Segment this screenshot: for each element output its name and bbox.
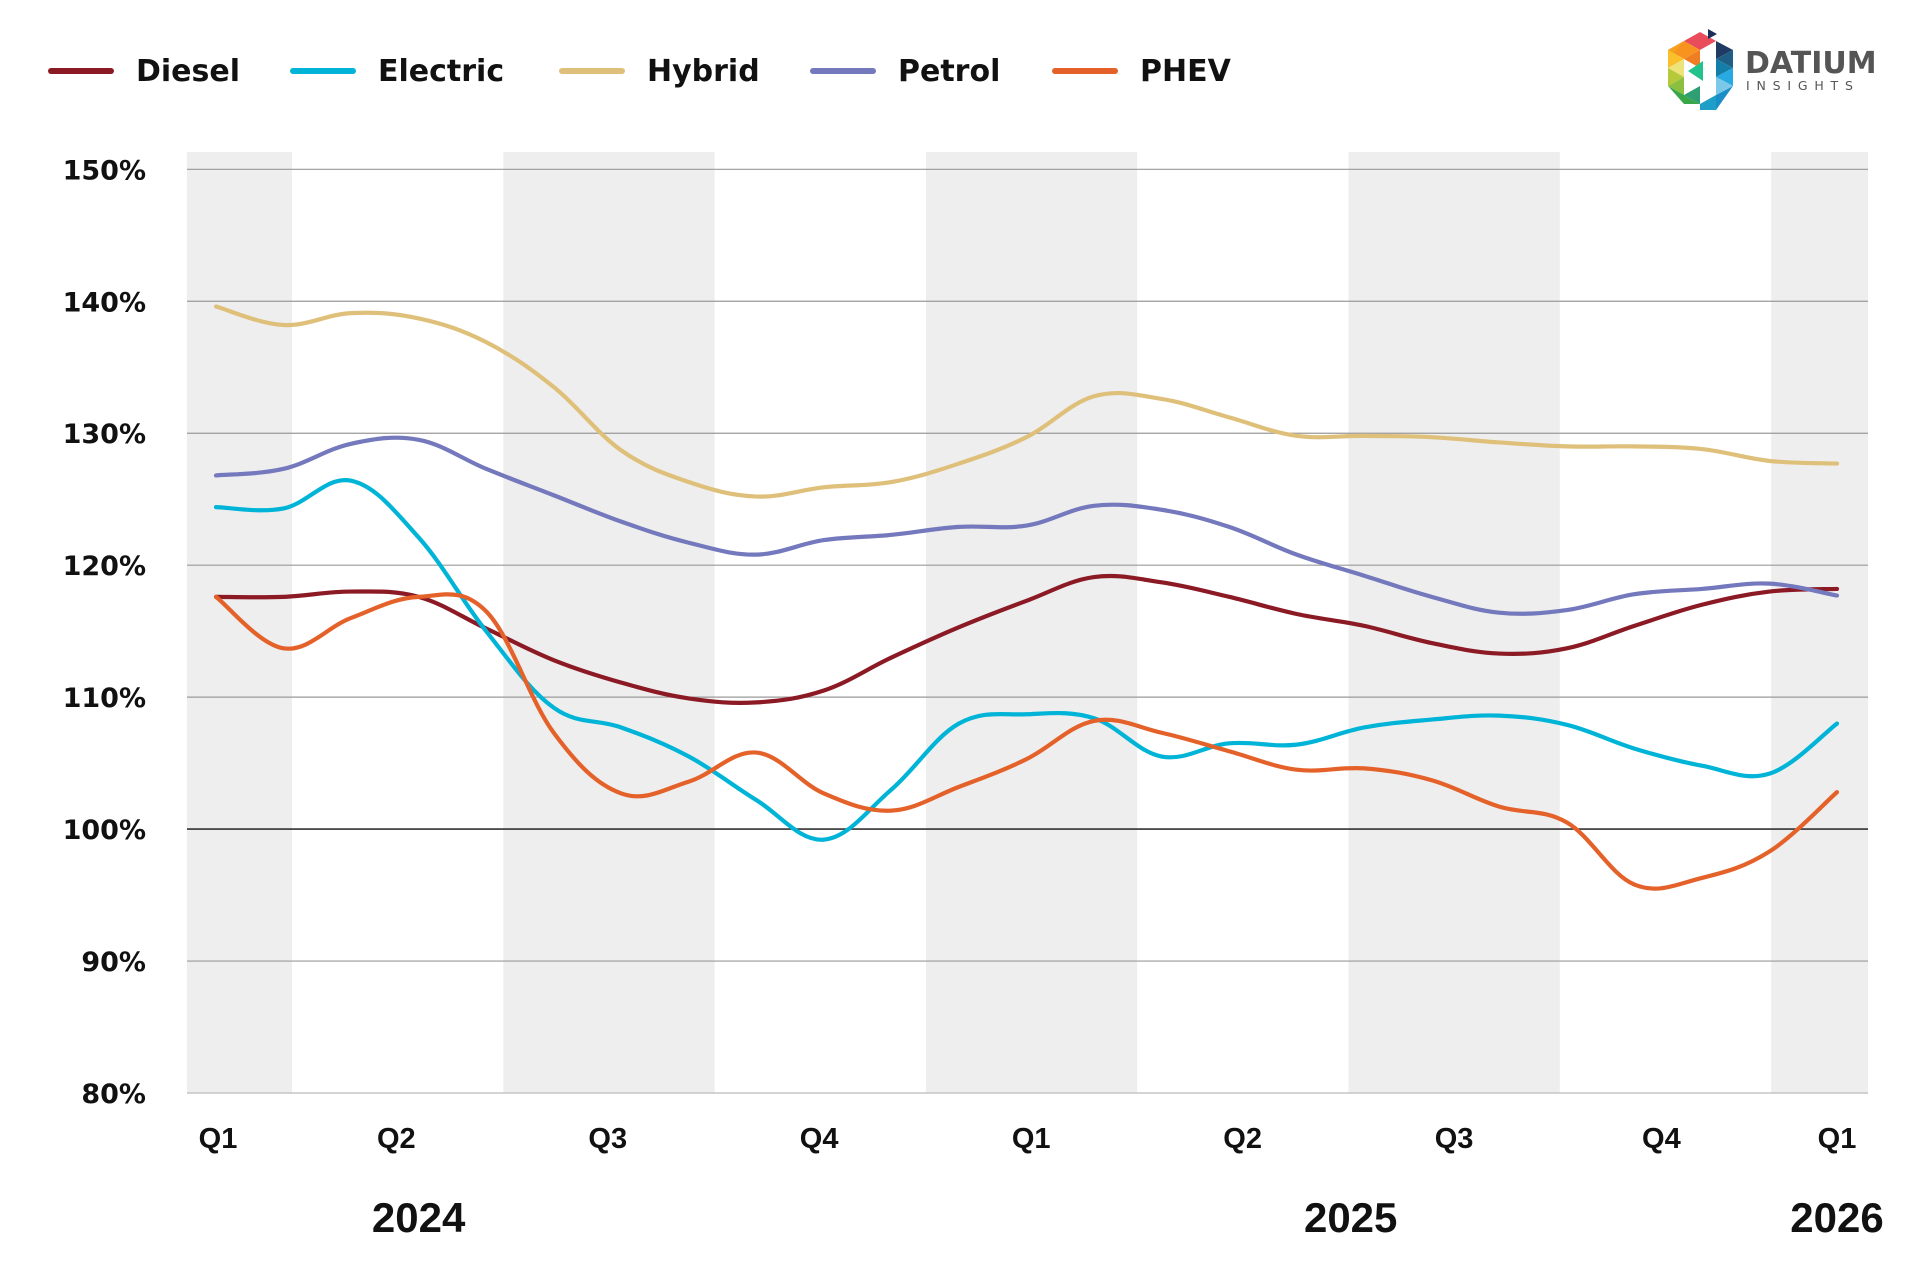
y-tick-label: 80% — [81, 1079, 146, 1110]
logo-subtitle: INSIGHTS — [1746, 78, 1860, 93]
legend: Diesel Electric Hybrid Petrol PHEV — [48, 54, 1232, 89]
x-tick-label: Q4 — [800, 1123, 839, 1155]
y-tick-label: 140% — [63, 287, 146, 318]
series-lines — [213, 304, 1840, 891]
logo-wordmark: DATIUM — [1745, 46, 1877, 81]
quarter-band — [1348, 152, 1560, 1093]
x-axis-ticks: Q1 Q2 Q3 Q4 Q1 Q2 Q3 Q4 Q1 — [199, 1123, 1857, 1155]
legend-label: Diesel — [136, 54, 240, 89]
legend-label: Petrol — [898, 54, 1000, 89]
x-tick-label: Q4 — [1642, 1123, 1681, 1155]
legend-label: Electric — [378, 54, 504, 89]
year-label: 2024 — [372, 1194, 466, 1241]
x-tick-label: Q1 — [1012, 1123, 1051, 1155]
x-tick-label: Q3 — [1435, 1123, 1474, 1155]
gridlines — [187, 168, 1868, 1094]
series-line-phev — [213, 592, 1840, 891]
y-tick-label: 110% — [63, 683, 146, 714]
quarter-bands — [187, 152, 1868, 1093]
x-tick-label: Q1 — [1818, 1123, 1857, 1155]
legend-item-hybrid: Hybrid — [559, 54, 760, 89]
x-tick-label: Q1 — [199, 1123, 238, 1155]
legend-item-electric: Electric — [290, 54, 504, 89]
y-tick-label: 100% — [63, 815, 146, 846]
quarter-band — [925, 152, 1138, 1093]
x-tick-label: Q3 — [588, 1123, 627, 1155]
datium-logo: DATIUM INSIGHTS — [1668, 29, 1877, 110]
y-axis-ticks: 80% 90% 100% 110% 120% 130% 140% 150% — [63, 155, 146, 1110]
x-tick-label: Q2 — [377, 1123, 416, 1155]
quarter-band — [187, 152, 292, 1093]
legend-label: PHEV — [1140, 54, 1232, 89]
x-tick-label: Q2 — [1223, 1123, 1262, 1155]
year-label: 2025 — [1304, 1194, 1397, 1241]
y-tick-label: 130% — [63, 419, 146, 450]
series-line-electric — [213, 478, 1840, 842]
year-label: 2026 — [1790, 1194, 1883, 1241]
series-line-hybrid — [213, 304, 1840, 499]
logo-hexagon-icon — [1668, 29, 1733, 110]
y-tick-label: 90% — [81, 947, 146, 978]
quarter-band — [1771, 152, 1868, 1093]
y-tick-label: 150% — [63, 155, 146, 186]
legend-label: Hybrid — [647, 54, 760, 89]
legend-item-diesel: Diesel — [48, 54, 240, 89]
legend-item-phev: PHEV — [1052, 54, 1232, 89]
quarter-band — [503, 152, 715, 1093]
y-tick-label: 120% — [63, 551, 146, 582]
legend-item-petrol: Petrol — [810, 54, 1000, 89]
year-labels: 2024 2025 2026 — [372, 1194, 1884, 1241]
